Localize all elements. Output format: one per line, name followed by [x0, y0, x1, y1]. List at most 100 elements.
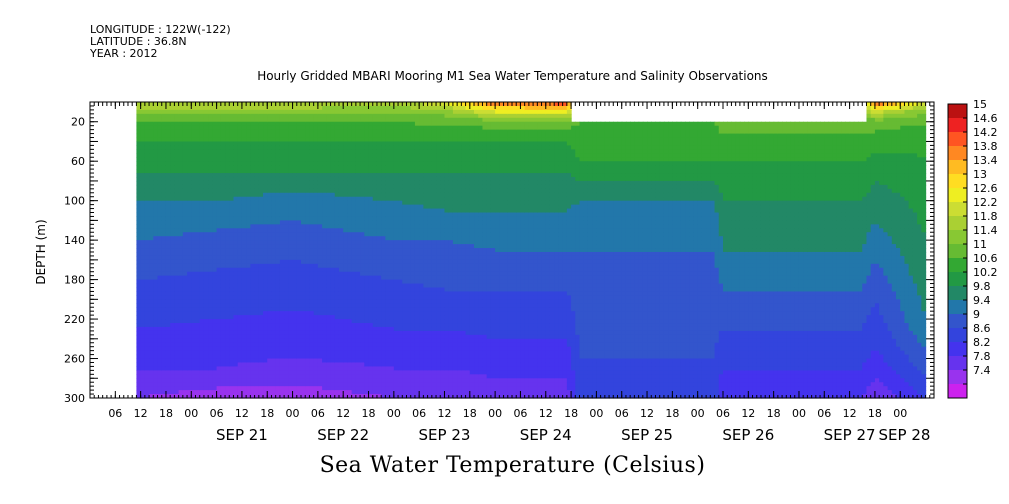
heatmap-cell	[301, 212, 306, 218]
heatmap-cell	[199, 133, 205, 139]
heatmap-cell	[338, 354, 344, 360]
heatmap-cell	[338, 299, 344, 304]
heatmap-cell	[351, 283, 357, 289]
heatmap-cell	[170, 109, 175, 115]
heatmap-cell	[241, 180, 247, 186]
heatmap-cell	[410, 251, 416, 257]
heatmap-cell	[389, 386, 395, 391]
heatmap-cell	[149, 224, 154, 229]
heatmap-cell	[161, 358, 167, 364]
heatmap-cell	[364, 240, 370, 245]
heatmap-cell	[305, 267, 311, 273]
heatmap-cell	[203, 307, 209, 312]
heatmap-cell	[368, 129, 374, 135]
heatmap-cell	[330, 165, 336, 170]
heatmap-cell	[153, 121, 159, 127]
heatmap-cell	[149, 228, 154, 233]
heatmap-cell	[182, 176, 188, 182]
heatmap-cell	[237, 267, 243, 273]
heatmap-cell	[225, 236, 230, 241]
heatmap-cell	[140, 279, 146, 285]
heatmap-cell	[258, 129, 264, 135]
heatmap-cell	[398, 255, 403, 261]
heatmap-cell	[368, 216, 374, 221]
heatmap-cell	[330, 362, 336, 368]
heatmap-cell	[313, 295, 319, 300]
heatmap-cell	[271, 271, 277, 277]
heatmap-cell	[153, 196, 159, 202]
heatmap-cell	[322, 149, 327, 154]
heatmap-cell	[203, 176, 209, 182]
heatmap-cell	[355, 350, 361, 356]
heatmap-cell	[136, 145, 142, 150]
heatmap-cell	[279, 121, 285, 127]
heatmap-cell	[199, 271, 205, 277]
heatmap-cell	[241, 299, 247, 304]
heatmap-cell	[347, 326, 353, 332]
heatmap-cell	[284, 350, 289, 356]
heatmap-cell	[334, 161, 340, 166]
heatmap-cell	[229, 165, 235, 170]
heatmap-cell	[229, 362, 235, 368]
heatmap-cell	[334, 192, 340, 198]
heatmap-cell	[250, 248, 256, 253]
heatmap-cell	[178, 394, 184, 399]
heatmap-cell	[199, 354, 205, 360]
heatmap-cell	[136, 299, 142, 304]
heatmap-cell	[347, 137, 353, 143]
heatmap-cell	[414, 236, 420, 241]
heatmap-cell	[187, 255, 192, 261]
heatmap-cell	[246, 378, 251, 383]
heatmap-cell	[195, 338, 201, 344]
heatmap-cell	[309, 303, 315, 308]
heatmap-cell	[326, 251, 332, 257]
heatmap-cell	[309, 188, 315, 194]
heatmap-cell	[241, 145, 247, 150]
heatmap-cell	[351, 240, 357, 245]
heatmap-cell	[351, 224, 357, 229]
heatmap-cell	[410, 315, 416, 320]
heatmap-cell	[216, 105, 222, 111]
heatmap-cell	[385, 271, 391, 277]
heatmap-cell	[254, 165, 260, 170]
heatmap-cell	[203, 102, 209, 107]
heatmap-cell	[347, 173, 353, 178]
heatmap-cell	[355, 133, 361, 139]
heatmap-cell	[385, 307, 391, 312]
heatmap-cell	[216, 161, 222, 166]
heatmap-cell	[292, 129, 298, 135]
heatmap-cell	[398, 382, 403, 387]
heatmap-cell	[338, 255, 344, 261]
heatmap-cell	[144, 161, 150, 166]
heatmap-cell	[288, 350, 294, 356]
heatmap-cell	[389, 390, 395, 395]
heatmap-cell	[199, 378, 205, 383]
heatmap-cell	[237, 315, 243, 320]
heatmap-cell	[372, 362, 378, 368]
heatmap-cell	[296, 366, 302, 371]
heatmap-cell	[376, 212, 382, 218]
heatmap-cell	[187, 362, 192, 368]
heatmap-cell	[170, 354, 175, 360]
heatmap-cell	[343, 326, 349, 332]
heatmap-cell	[237, 279, 243, 285]
heatmap-cell	[322, 121, 327, 127]
heatmap-cell	[351, 390, 357, 395]
heatmap-cell	[153, 125, 159, 131]
heatmap-cell	[309, 208, 315, 214]
heatmap-cell	[149, 251, 154, 257]
heatmap-cell	[288, 287, 294, 293]
heatmap-cell	[360, 287, 365, 293]
heatmap-cell	[237, 259, 243, 265]
heatmap-cell	[313, 109, 319, 115]
heatmap-cell	[250, 129, 256, 135]
heatmap-cell	[203, 362, 209, 368]
heatmap-cell	[288, 334, 294, 340]
heatmap-cell	[343, 216, 349, 221]
heatmap-cell	[170, 173, 175, 178]
heatmap-cell	[170, 125, 175, 131]
heatmap-cell	[153, 366, 159, 371]
heatmap-cell	[368, 192, 374, 198]
heatmap-cell	[267, 113, 273, 119]
heatmap-cell	[292, 157, 298, 162]
